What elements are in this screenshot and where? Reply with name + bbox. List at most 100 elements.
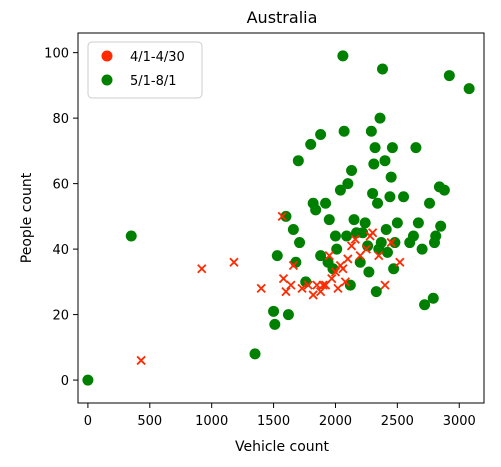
point-may-aug <box>427 292 439 304</box>
point-april-stroke <box>374 251 384 261</box>
point-may-aug <box>348 214 360 226</box>
y-tick-label: 0 <box>61 374 69 389</box>
point-april <box>308 290 318 300</box>
point-april <box>229 257 239 267</box>
point-april-stroke <box>343 254 353 264</box>
point-april <box>136 355 146 366</box>
y-tick-label: 80 <box>52 112 69 127</box>
point-may-aug <box>412 217 424 229</box>
point-april <box>330 267 341 277</box>
point-april <box>367 228 378 238</box>
point-may-aug <box>369 142 381 154</box>
point-april <box>340 277 351 287</box>
point-april-stroke <box>288 260 299 271</box>
legend-marker-april <box>101 50 113 62</box>
point-may-aug <box>389 237 401 249</box>
point-may-aug <box>443 70 455 82</box>
point-april-stroke <box>367 228 378 238</box>
x-axis-label: Vehicle count <box>235 439 330 455</box>
y-axis-label: People count <box>19 172 35 263</box>
point-may-aug <box>315 250 327 262</box>
point-may-aug <box>438 184 450 196</box>
point-april <box>281 287 291 297</box>
point-may-aug <box>380 223 392 235</box>
point-april <box>315 287 326 297</box>
point-april <box>386 237 396 248</box>
point-may-aug <box>410 142 422 154</box>
legend-label-may-aug: 5/1-8/1 <box>130 74 177 89</box>
point-may-aug <box>368 158 380 170</box>
point-april-stroke <box>229 257 239 267</box>
point-may-aug <box>310 204 322 216</box>
point-april-stroke <box>395 257 405 267</box>
point-may-aug <box>375 237 387 249</box>
point-may-aug <box>386 142 398 154</box>
point-april-stroke <box>330 267 341 277</box>
point-april <box>343 254 353 264</box>
legend: 4/1-4/30 5/1-8/1 <box>87 41 203 99</box>
point-april <box>324 251 334 261</box>
point-april-stroke <box>277 211 287 221</box>
point-may-aug <box>435 220 447 232</box>
y-tick-label: 100 <box>44 47 69 62</box>
point-may-aug <box>249 348 261 360</box>
point-april <box>288 260 299 271</box>
point-may-aug <box>82 374 94 386</box>
point-april <box>303 280 313 290</box>
legend-marker-may-aug <box>101 74 113 86</box>
point-april <box>350 234 360 244</box>
point-april-stroke <box>136 355 146 366</box>
point-may-aug <box>315 129 327 141</box>
point-april-stroke <box>281 287 291 297</box>
point-may-aug <box>372 197 384 209</box>
point-april <box>286 280 296 290</box>
point-may-aug <box>384 191 396 203</box>
point-may-aug <box>398 191 410 203</box>
point-april-stroke <box>361 244 372 254</box>
plot-frame <box>77 32 485 404</box>
point-may-aug <box>424 197 436 209</box>
point-may-aug <box>407 230 419 242</box>
point-may-aug <box>268 305 280 317</box>
point-april-stroke <box>308 290 318 300</box>
x-tick-label: 1000 <box>195 414 228 429</box>
point-april-stroke <box>346 241 357 251</box>
y-tick-label: 60 <box>52 178 69 193</box>
point-may-aug <box>287 223 299 235</box>
point-april <box>346 241 357 251</box>
point-april <box>361 244 372 254</box>
point-april <box>327 273 337 284</box>
point-may-aug <box>294 237 306 249</box>
point-may-aug <box>381 246 393 258</box>
point-may-aug <box>377 63 388 75</box>
legend-box <box>87 41 203 99</box>
x-tick-label: 2000 <box>319 414 352 429</box>
point-april-stroke <box>350 234 360 244</box>
point-may-aug <box>379 155 391 167</box>
point-may-aug <box>359 217 371 229</box>
point-may-aug <box>367 187 379 199</box>
point-may-aug <box>338 125 350 137</box>
point-may-aug <box>320 197 332 209</box>
point-april <box>380 280 390 290</box>
point-may-aug <box>385 171 397 183</box>
y-tick-label: 20 <box>52 309 69 324</box>
point-april <box>297 283 307 294</box>
x-tick-label: 3000 <box>443 414 476 429</box>
point-may-aug <box>292 155 304 167</box>
point-april-stroke <box>197 264 207 274</box>
point-may-aug <box>344 279 356 291</box>
point-may-aug <box>391 217 403 229</box>
x-tick-label: 1500 <box>257 414 290 429</box>
point-april-stroke <box>327 273 337 284</box>
point-april-stroke <box>315 287 326 297</box>
point-april <box>374 251 384 261</box>
point-april-stroke <box>333 283 343 294</box>
x-tick-label: 2500 <box>381 414 414 429</box>
point-april <box>277 211 287 221</box>
point-april-stroke <box>324 251 334 261</box>
point-may-aug <box>331 243 343 255</box>
point-may-aug <box>363 266 375 278</box>
point-april <box>318 280 328 290</box>
